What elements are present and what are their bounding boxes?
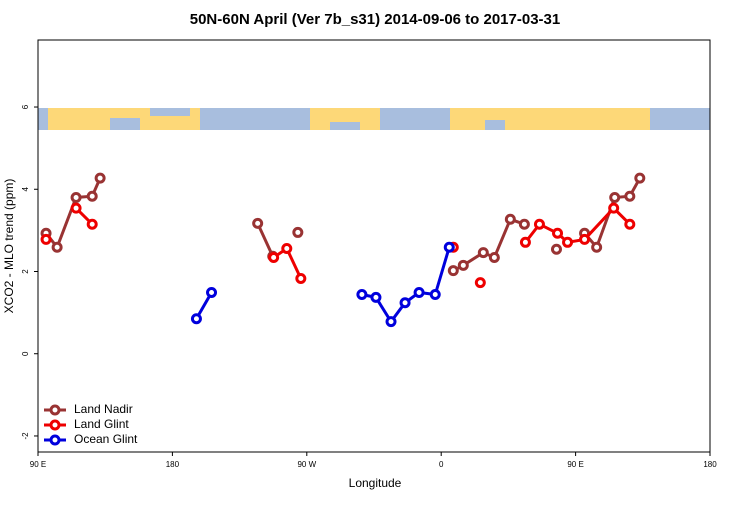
data-point bbox=[94, 172, 106, 184]
data-point bbox=[281, 242, 293, 254]
data-point bbox=[190, 313, 202, 325]
data-point bbox=[562, 236, 574, 248]
x-tick-label: 90 E bbox=[30, 460, 46, 469]
data-point bbox=[579, 233, 591, 245]
legend-marker bbox=[49, 404, 61, 416]
data-point bbox=[624, 190, 636, 202]
legend-marker bbox=[49, 419, 61, 431]
data-point bbox=[356, 289, 368, 301]
data-point bbox=[268, 252, 280, 264]
data-point bbox=[518, 218, 530, 230]
legend-marker bbox=[49, 434, 61, 446]
data-point bbox=[51, 241, 63, 253]
y-axis-label: XCO2 - MLO trend (ppm) bbox=[2, 179, 16, 314]
y-tick-label: 0 bbox=[21, 351, 30, 356]
y-tick-label: -2 bbox=[21, 432, 30, 440]
data-point bbox=[519, 236, 531, 248]
x-axis-label: Longitude bbox=[349, 476, 402, 490]
x-tick-label: 90 E bbox=[567, 460, 583, 469]
data-point bbox=[206, 286, 218, 298]
x-tick-label: 180 bbox=[703, 460, 717, 469]
y-tick-label: 4 bbox=[21, 186, 30, 191]
legend-label: Land Glint bbox=[74, 417, 129, 431]
legend-label: Ocean Glint bbox=[74, 432, 138, 446]
data-point bbox=[86, 218, 98, 230]
data-point bbox=[413, 286, 425, 298]
data-point bbox=[40, 233, 52, 245]
data-point bbox=[634, 172, 646, 184]
data-point bbox=[295, 272, 307, 284]
data-point bbox=[86, 190, 98, 202]
x-tick-label: 180 bbox=[166, 460, 180, 469]
data-point bbox=[443, 241, 455, 253]
data-point bbox=[504, 213, 516, 225]
data-point bbox=[399, 297, 411, 309]
data-point bbox=[477, 247, 489, 259]
data-point bbox=[385, 316, 397, 328]
data-point bbox=[608, 202, 620, 214]
data-point bbox=[457, 259, 469, 271]
data-point bbox=[70, 191, 82, 203]
x-tick-label: 0 bbox=[439, 460, 444, 469]
chart-title: 50N-60N April (Ver 7b_s31) 2014-09-06 to… bbox=[190, 11, 560, 28]
data-point bbox=[429, 289, 441, 301]
y-tick-label: 6 bbox=[21, 104, 30, 109]
data-point bbox=[533, 218, 545, 230]
data-point bbox=[447, 265, 459, 277]
plot-frame bbox=[37, 39, 711, 453]
data-point bbox=[591, 241, 603, 253]
data-point bbox=[370, 291, 382, 303]
data-point bbox=[609, 191, 621, 203]
data-point bbox=[552, 227, 564, 239]
data-point bbox=[292, 226, 304, 238]
y-tick-label: 2 bbox=[21, 269, 30, 274]
map-band bbox=[38, 108, 710, 130]
series-line bbox=[256, 222, 275, 257]
legend-label: Land Nadir bbox=[74, 402, 133, 416]
data-point bbox=[70, 202, 82, 214]
x-tick-label: 90 W bbox=[297, 460, 316, 469]
data-point bbox=[488, 252, 500, 264]
data-point bbox=[474, 277, 486, 289]
data-point bbox=[624, 218, 636, 230]
data-point bbox=[550, 243, 562, 255]
data-point bbox=[252, 217, 264, 229]
